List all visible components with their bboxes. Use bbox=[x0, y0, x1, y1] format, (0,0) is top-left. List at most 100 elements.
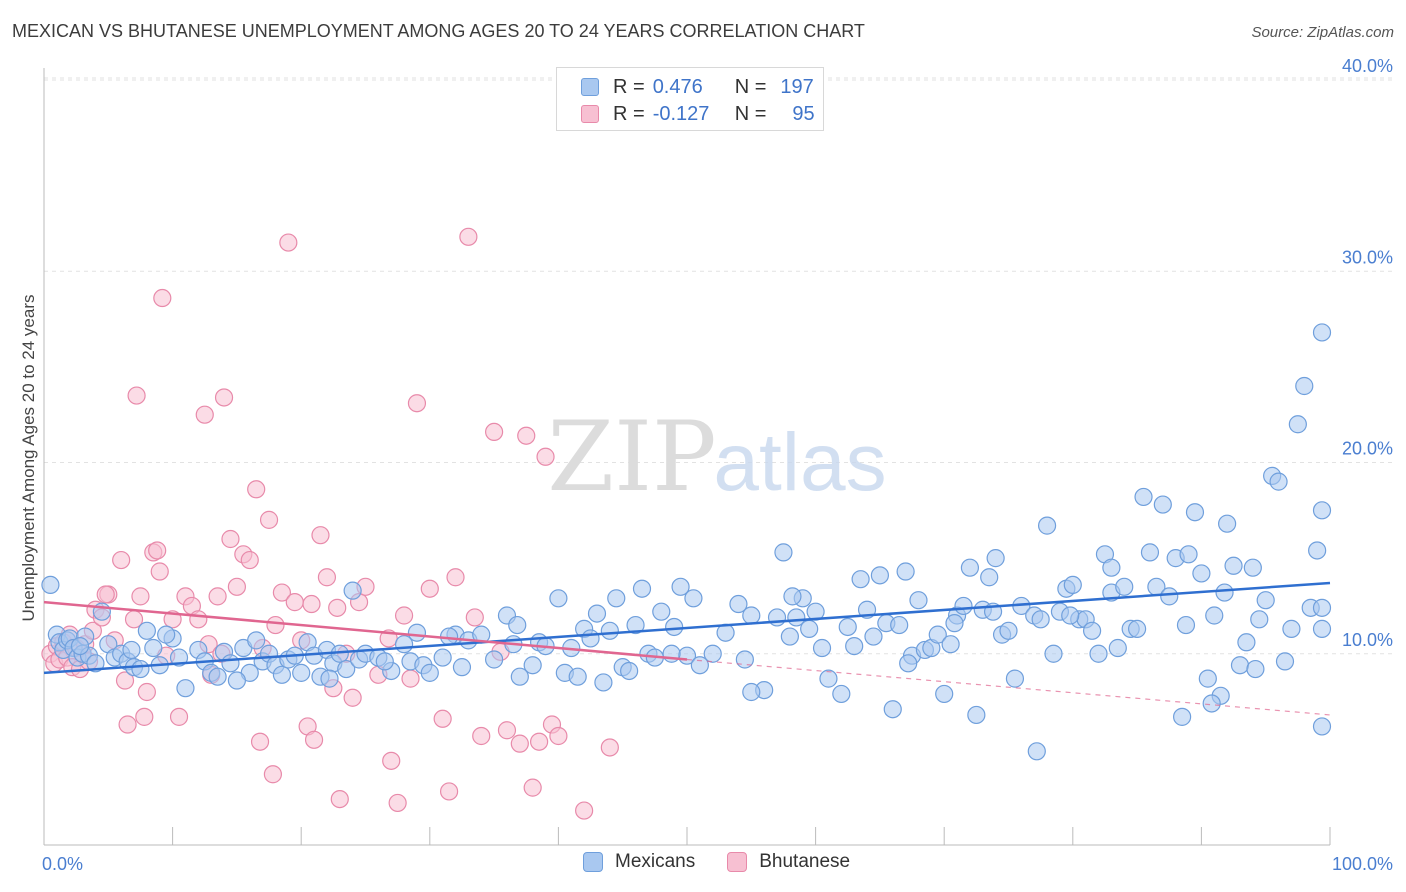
data-point-bhutanese bbox=[530, 732, 549, 751]
data-point-bhutanese bbox=[382, 751, 401, 770]
data-point-bhutanese bbox=[263, 765, 283, 784]
data-point-mexicans bbox=[800, 619, 819, 638]
data-point-bhutanese bbox=[150, 562, 169, 581]
data-point-mexicans bbox=[1160, 587, 1179, 606]
trend-line-bhutanese bbox=[43, 600, 688, 661]
data-point-bhutanese bbox=[266, 615, 285, 635]
data-point-mexicans bbox=[1134, 487, 1153, 507]
data-point-mexicans bbox=[1295, 376, 1314, 396]
data-point-mexicans bbox=[1153, 495, 1172, 514]
data-point-mexicans bbox=[1102, 558, 1121, 577]
data-point-mexicans bbox=[899, 654, 918, 673]
data-point-mexicans bbox=[508, 615, 527, 635]
data-point-bhutanese bbox=[279, 233, 298, 252]
data-point-mexicans bbox=[870, 566, 890, 585]
data-point-bhutanese bbox=[118, 715, 137, 734]
data-point-mexicans bbox=[1215, 583, 1234, 602]
data-point-mexicans bbox=[665, 617, 684, 637]
data-point-mexicans bbox=[587, 604, 607, 623]
data-point-bhutanese bbox=[112, 550, 131, 570]
legend-row-bhutanese: R = -0.127 N = 95 bbox=[581, 101, 815, 127]
series-bhutanese-points bbox=[41, 227, 619, 820]
source-credit: Source: ZipAtlas.com bbox=[1251, 24, 1394, 41]
data-point-mexicans bbox=[1224, 556, 1243, 575]
data-point-mexicans bbox=[433, 648, 452, 667]
legend-swatch-bhutanese bbox=[727, 852, 748, 872]
legend-item-mexicans[interactable]: Mexicans bbox=[583, 851, 695, 873]
data-point-bhutanese bbox=[250, 732, 270, 751]
data-point-mexicans bbox=[510, 667, 529, 686]
legend-row-mexicans: R = 0.476 N = 197 bbox=[581, 74, 814, 100]
data-point-mexicans bbox=[890, 615, 909, 635]
data-point-mexicans bbox=[1185, 503, 1205, 522]
y-tick-label: 20.0% bbox=[1342, 439, 1393, 459]
watermark-zip: ZIP bbox=[547, 401, 716, 513]
data-point-mexicans bbox=[703, 644, 722, 663]
data-point-mexicans bbox=[851, 570, 870, 589]
data-point-mexicans bbox=[1282, 619, 1301, 638]
data-point-bhutanese bbox=[600, 738, 619, 757]
legend-swatch-mexicans bbox=[581, 78, 599, 96]
data-point-mexicans bbox=[1246, 659, 1265, 679]
legend-r-value: 0.476 bbox=[652, 75, 703, 98]
data-point-mexicans bbox=[600, 621, 619, 640]
data-point-mexicans bbox=[1250, 610, 1269, 629]
data-point-bhutanese bbox=[115, 671, 135, 690]
data-point-mexicans bbox=[742, 682, 761, 702]
data-point-mexicans bbox=[41, 575, 60, 595]
data-point-mexicans bbox=[864, 627, 883, 646]
data-point-bhutanese bbox=[459, 227, 478, 246]
data-point-mexicans bbox=[375, 652, 394, 671]
data-point-mexicans bbox=[967, 705, 986, 725]
data-point-mexicans bbox=[1230, 656, 1250, 675]
data-point-mexicans bbox=[632, 579, 652, 598]
data-point-mexicans bbox=[1312, 323, 1332, 342]
legend-item-bhutanese[interactable]: Bhutanese bbox=[727, 851, 850, 873]
data-point-mexicans bbox=[1243, 558, 1262, 577]
data-point-bhutanese bbox=[433, 709, 452, 728]
trend-line-dashed-bhutanese bbox=[686, 658, 1331, 716]
data-point-bhutanese bbox=[407, 394, 427, 413]
data-point-mexicans bbox=[774, 543, 793, 562]
data-point-mexicans bbox=[935, 684, 954, 704]
trend-lines bbox=[43, 581, 1331, 716]
data-point-bhutanese bbox=[195, 405, 214, 424]
data-point-mexicans bbox=[523, 656, 542, 675]
data-point-bhutanese bbox=[485, 422, 504, 441]
data-point-mexicans bbox=[896, 562, 915, 581]
data-point-bhutanese bbox=[517, 426, 536, 445]
data-point-mexicans bbox=[485, 650, 504, 669]
data-point-mexicans bbox=[845, 636, 864, 656]
data-point-mexicans bbox=[1308, 541, 1327, 560]
data-point-bhutanese bbox=[330, 789, 349, 809]
data-point-bhutanese bbox=[137, 682, 156, 702]
data-point-mexicans bbox=[1037, 516, 1057, 535]
data-point-mexicans bbox=[1269, 472, 1288, 491]
data-point-bhutanese bbox=[472, 726, 491, 746]
data-point-mexicans bbox=[928, 625, 947, 644]
data-point-bhutanese bbox=[208, 587, 227, 606]
legend-label-bhutanese: Bhutanese bbox=[759, 851, 851, 872]
data-point-mexicans bbox=[1312, 598, 1332, 617]
data-point-mexicans bbox=[729, 594, 748, 614]
x-tick-label: 100.0% bbox=[1332, 854, 1393, 874]
data-point-mexicans bbox=[157, 625, 176, 644]
data-point-mexicans bbox=[684, 589, 703, 608]
data-point-mexicans bbox=[945, 614, 964, 633]
legend-r-value: -0.127 bbox=[652, 102, 710, 125]
data-point-bhutanese bbox=[153, 288, 172, 308]
data-point-mexicans bbox=[568, 667, 587, 686]
legend-r-label: R = bbox=[613, 102, 645, 125]
data-point-bhutanese bbox=[304, 730, 324, 749]
x-tick-labels: 0.0% 100.0% bbox=[42, 854, 1393, 874]
data-point-bhutanese bbox=[131, 587, 150, 606]
data-point-mexicans bbox=[337, 659, 356, 679]
data-point-mexicans bbox=[1288, 415, 1307, 434]
data-point-bhutanese bbox=[523, 778, 542, 797]
data-point-mexicans bbox=[581, 629, 600, 648]
data-point-mexicans bbox=[70, 636, 90, 656]
data-point-mexicans bbox=[1127, 619, 1147, 638]
data-point-mexicans bbox=[1275, 652, 1295, 671]
data-point-mexicans bbox=[1140, 543, 1160, 562]
